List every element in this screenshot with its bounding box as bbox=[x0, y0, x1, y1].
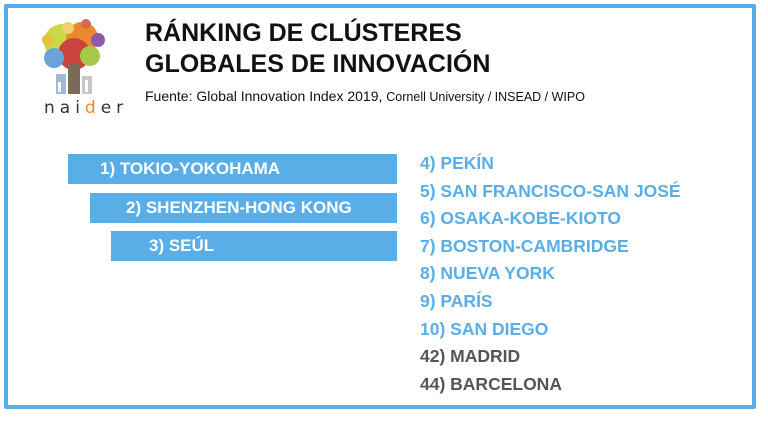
rank-item: 9) PARÍS bbox=[420, 290, 493, 311]
rank-item: 5) SAN FRANCISCO-SAN JOSÉ bbox=[420, 180, 681, 201]
slide-frame: naider RÁNKING DE CLÚSTERES GLOBALES DE … bbox=[4, 4, 756, 409]
rank-item: 10) SAN DIEGO bbox=[420, 318, 549, 339]
page-title: RÁNKING DE CLÚSTERES GLOBALES DE INNOVAC… bbox=[145, 18, 490, 80]
rank-item: 8) NUEVA YORK bbox=[420, 263, 555, 284]
top-rank-bar-3: 3) SEÚL bbox=[111, 231, 397, 261]
rank-list: 4) PEKÍN 5) SAN FRANCISCO-SAN JOSÉ 6) OSAK… bbox=[420, 150, 681, 398]
logo-wordmark: naider bbox=[44, 98, 129, 118]
rank-item: 44) BARCELONA bbox=[420, 373, 562, 394]
rank-item: 4) PEKÍN bbox=[420, 153, 494, 173]
title-line-1: RÁNKING DE CLÚSTERES bbox=[145, 19, 462, 47]
rank-item: 6) OSAKA-KOBE-KIOTO bbox=[420, 208, 621, 229]
source-note: Fuente: Global Innovation Index 2019, Co… bbox=[145, 88, 585, 104]
tree-logo-icon bbox=[42, 19, 105, 94]
top-rank-bar-1: 1) TOKIO-YOKOHAMA bbox=[68, 154, 397, 184]
rank-item: 42) MADRID bbox=[420, 346, 521, 367]
title-line-2: GLOBALES DE INNOVACIÓN bbox=[145, 50, 491, 78]
naider-logo: naider bbox=[28, 16, 123, 118]
top-rank-bar-2: 2) SHENZHEN-HONG KONG bbox=[90, 193, 397, 223]
rank-item: 7) BOSTON-CAMBRIDGE bbox=[420, 235, 629, 256]
